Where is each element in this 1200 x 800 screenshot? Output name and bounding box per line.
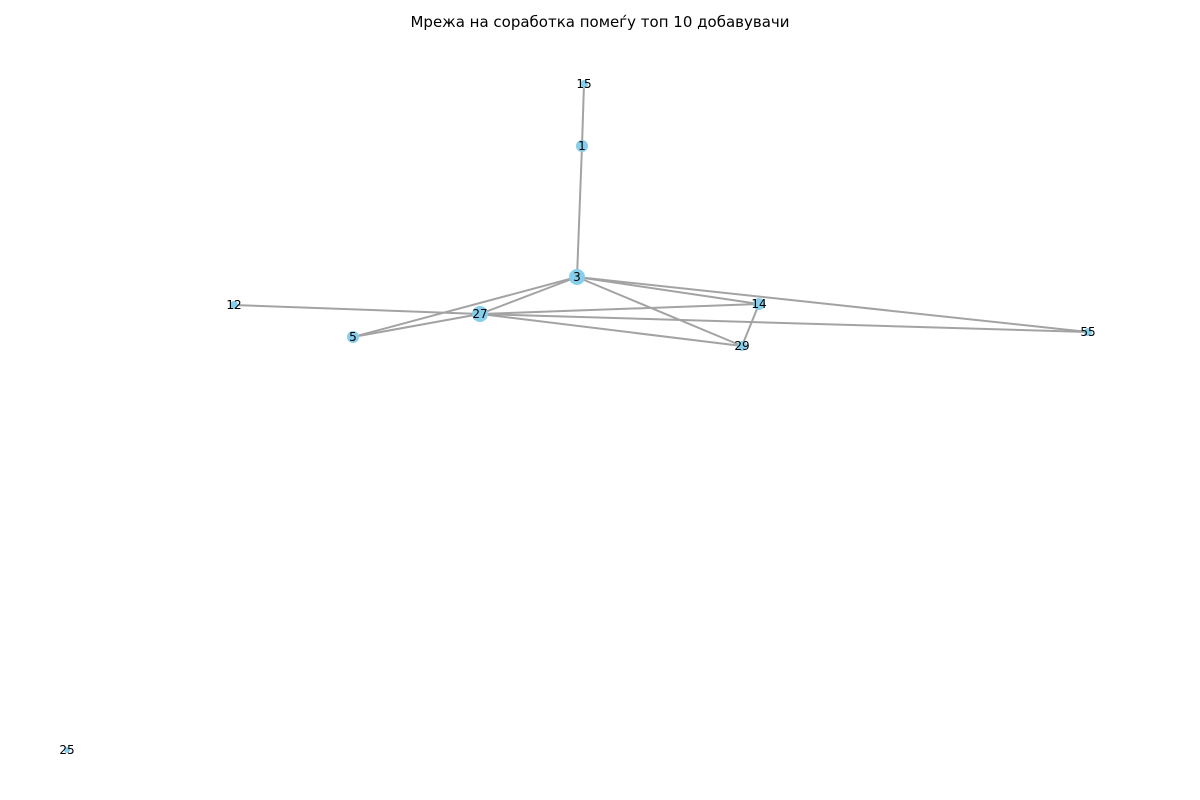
node-label-3: 3 [573, 270, 581, 284]
node-27 [472, 306, 488, 322]
edge-27-29 [479, 313, 743, 347]
node-label-27: 27 [472, 307, 487, 321]
diagram-title: Мрежа на соработка помеѓу топ 10 добавув… [410, 13, 790, 31]
node-29 [737, 341, 747, 351]
node-label-12: 12 [226, 298, 241, 312]
edge-12-27 [233, 304, 481, 315]
edge-3-27 [479, 276, 578, 315]
node-label-55: 55 [1080, 325, 1095, 339]
node-label-25: 25 [59, 743, 74, 757]
node-15 [580, 80, 588, 88]
edge-15-1 [581, 83, 585, 147]
node-14 [753, 298, 765, 310]
node-1 [576, 140, 588, 152]
nodes-layer [64, 80, 1092, 753]
edge-27-5 [352, 313, 481, 338]
node-12 [230, 301, 238, 309]
node-label-15: 15 [576, 77, 591, 91]
node-5 [347, 331, 359, 343]
node-label-1: 1 [578, 139, 586, 153]
node-label-14: 14 [751, 297, 766, 311]
edge-3-29 [576, 276, 743, 347]
edge-3-55 [576, 276, 1089, 333]
node-3 [569, 269, 585, 285]
node-label-5: 5 [349, 330, 357, 344]
edge-1-3 [576, 145, 583, 278]
edge-27-14 [479, 303, 760, 315]
edge-27-55 [479, 313, 1089, 333]
labels-layer: 15 1 3 12 27 14 5 29 55 25 [59, 77, 1095, 757]
edge-3-5 [352, 276, 578, 338]
edge-14-29 [741, 303, 760, 347]
edges-layer [233, 83, 1089, 347]
edge-3-14 [576, 276, 760, 305]
node-55 [1084, 328, 1092, 336]
node-25 [64, 747, 70, 753]
node-label-29: 29 [734, 339, 749, 353]
